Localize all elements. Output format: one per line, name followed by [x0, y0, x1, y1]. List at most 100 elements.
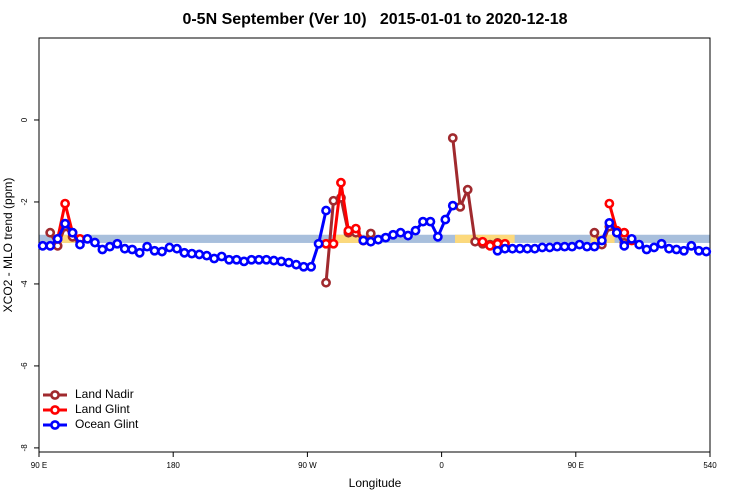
data-point — [321, 277, 331, 288]
data-point — [328, 195, 339, 206]
data-point — [112, 238, 123, 249]
data-point — [619, 227, 630, 238]
data-point — [321, 238, 331, 249]
x-tick-label: 90 E — [31, 461, 47, 470]
data-point — [276, 256, 287, 267]
data-point — [60, 198, 70, 209]
chart-title: 0-5N September (Ver 10) 2015-01-01 to 20… — [182, 11, 567, 28]
data-point — [514, 243, 525, 254]
x-tick-label: 540 — [703, 461, 717, 470]
x-axis-label: Longitude — [349, 476, 402, 490]
data-point — [201, 250, 212, 261]
x-tick-label: 180 — [167, 461, 181, 470]
legend-label: Land Glint — [75, 402, 130, 416]
data-point — [492, 245, 503, 256]
data-point — [410, 225, 421, 236]
data-point — [485, 240, 495, 251]
data-point — [149, 245, 160, 256]
data-point — [82, 233, 93, 244]
data-point — [194, 249, 205, 260]
data-point — [231, 254, 242, 265]
data-point — [649, 242, 659, 253]
data-point — [90, 237, 100, 248]
data-point — [321, 205, 331, 216]
data-point — [254, 254, 264, 265]
data-point — [537, 242, 548, 253]
data-point — [641, 244, 652, 255]
data-point — [589, 241, 600, 252]
data-point — [291, 259, 302, 270]
legend-label: Ocean Glint — [75, 417, 139, 431]
data-point — [693, 245, 704, 256]
data-point — [455, 201, 466, 212]
data-point — [529, 243, 540, 254]
data-point — [567, 241, 577, 252]
x-tick-label: 90 W — [298, 461, 317, 470]
data-point — [239, 256, 249, 267]
data-point — [365, 236, 376, 247]
data-point — [261, 254, 272, 265]
data-point — [462, 184, 473, 195]
legend-marker — [50, 390, 60, 400]
data-point — [246, 254, 257, 265]
legend-marker — [50, 405, 60, 415]
data-point — [470, 236, 481, 247]
data-point — [134, 247, 145, 258]
y-tick-label: -6 — [20, 362, 29, 370]
land-segment — [335, 234, 360, 243]
data-point — [350, 223, 361, 234]
y-tick-label: -4 — [20, 280, 29, 288]
data-point — [172, 243, 182, 254]
data-point — [306, 261, 317, 272]
y-tick-label: -8 — [20, 444, 29, 452]
data-point — [447, 133, 458, 143]
data-point — [552, 241, 563, 252]
data-point — [37, 240, 48, 251]
data-point — [440, 214, 451, 225]
data-point — [589, 227, 600, 238]
data-point — [500, 243, 510, 254]
data-point — [671, 244, 682, 255]
data-point — [418, 216, 428, 227]
plot-frame — [38, 37, 711, 453]
data-point — [336, 177, 346, 188]
data-point — [283, 257, 294, 268]
data-point — [574, 239, 585, 250]
x-tick-label: 90 E — [568, 461, 584, 470]
data-point — [373, 234, 384, 245]
legend-label: Land Nadir — [75, 387, 134, 401]
data-point — [380, 232, 391, 243]
data-point — [358, 235, 369, 246]
data-point — [634, 239, 645, 250]
data-point — [664, 243, 674, 254]
data-point — [395, 227, 406, 238]
data-point — [224, 254, 235, 265]
y-axis-label: XCO2 - MLO trend (ppm) — [1, 178, 15, 313]
data-point — [60, 218, 70, 229]
data-point — [75, 239, 85, 250]
data-point — [298, 261, 309, 272]
data-point — [432, 231, 443, 242]
data-point — [67, 227, 78, 238]
data-point — [313, 238, 324, 249]
data-point — [186, 248, 197, 259]
data-point — [328, 238, 339, 249]
data-point — [626, 233, 637, 244]
data-point — [522, 243, 533, 254]
data-point — [582, 241, 592, 252]
data-point — [209, 253, 220, 264]
data-point — [656, 238, 667, 249]
data-point — [447, 200, 458, 211]
y-tick-label: -2 — [20, 198, 29, 206]
data-point — [343, 225, 354, 236]
data-point — [157, 246, 167, 257]
data-point — [142, 241, 153, 252]
x-tick-label: 0 — [439, 461, 444, 470]
data-point — [686, 240, 697, 251]
data-point — [52, 233, 63, 244]
data-point — [216, 251, 227, 262]
data-point — [97, 244, 108, 255]
data-point — [619, 240, 630, 251]
data-point — [127, 244, 138, 255]
